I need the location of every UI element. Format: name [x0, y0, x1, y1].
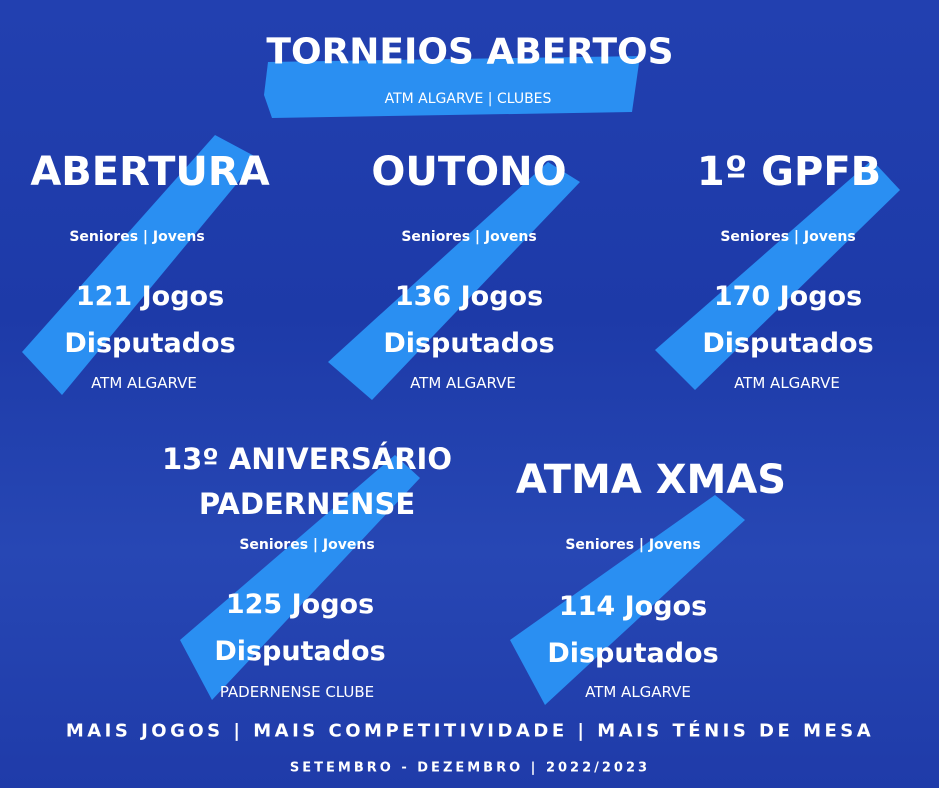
tournament-name: ATMA XMAS: [515, 457, 787, 503]
tournament-organizer: PADERNENSE CLUBE: [219, 683, 375, 701]
games-count: 125 Jogos: [225, 589, 375, 620]
footer-tagline: MAIS JOGOS | MAIS COMPETITIVIDADE | MAIS…: [65, 720, 875, 742]
tournament-organizer: ATM ALGARVE: [734, 374, 840, 392]
tournament-games: 121 Jogos Disputados: [64, 273, 235, 367]
tournament-categories: Seniores | Jovens: [720, 229, 856, 245]
page-title: TORNEIOS ABERTOS: [266, 31, 674, 73]
games-label: Disputados: [64, 328, 236, 359]
games-label: Disputados: [383, 328, 555, 359]
footer-period: SETEMBRO - DEZEMBRO | 2022/2023: [289, 760, 651, 776]
games-label: Disputados: [547, 638, 719, 669]
brush-gpfb: [655, 160, 900, 390]
brush-xmas: [510, 495, 745, 705]
name-line-1: 13º ANIVERSÁRIO: [162, 442, 452, 476]
header-brush: [264, 56, 640, 118]
brush-abertura: [22, 135, 258, 395]
tournament-categories: Seniores | Jovens: [69, 229, 205, 245]
games-count: 170 Jogos: [713, 281, 863, 312]
games-label: Disputados: [214, 636, 386, 667]
brush-outono: [328, 162, 580, 400]
tournament-organizer: ATM ALGARVE: [585, 683, 691, 701]
tournament-organizer: ATM ALGARVE: [410, 374, 516, 392]
name-line-2: PADERNENSE: [198, 487, 416, 521]
tournament-games: 114 Jogos Disputados: [547, 583, 718, 677]
tournament-name: 13º ANIVERSÁRIO PADERNENSE: [162, 437, 452, 527]
tournament-name: 1º GPFB: [696, 149, 882, 195]
games-label: Disputados: [702, 328, 874, 359]
page-subtitle: ATM ALGARVE | CLUBES: [384, 91, 552, 107]
games-count: 136 Jogos: [394, 281, 544, 312]
tournament-name: ABERTURA: [30, 149, 270, 195]
tournament-organizer: ATM ALGARVE: [91, 374, 197, 392]
tournament-categories: Seniores | Jovens: [239, 537, 375, 553]
tournament-categories: Seniores | Jovens: [401, 229, 537, 245]
games-count: 114 Jogos: [558, 591, 708, 622]
tournament-games: 170 Jogos Disputados: [702, 273, 873, 367]
tournament-name: OUTONO: [371, 149, 567, 195]
brush-aniversario: [180, 455, 420, 700]
tournament-games: 136 Jogos Disputados: [383, 273, 554, 367]
games-count: 121 Jogos: [75, 281, 225, 312]
tournament-categories: Seniores | Jovens: [565, 537, 701, 553]
tournament-games: 125 Jogos Disputados: [214, 581, 385, 675]
